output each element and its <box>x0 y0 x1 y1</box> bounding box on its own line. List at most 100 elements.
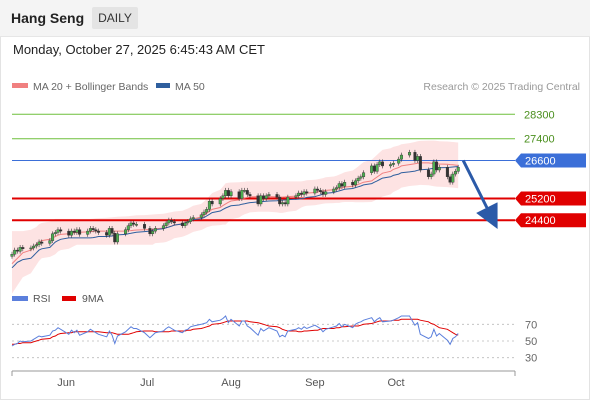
candle-body <box>151 230 155 235</box>
candle-body <box>97 230 101 233</box>
candle-body <box>191 217 195 220</box>
candle-body <box>183 222 187 226</box>
candle-body <box>372 165 376 172</box>
candle-body <box>435 161 439 171</box>
instrument-title: Hang Seng <box>11 10 85 26</box>
candle-body <box>75 229 79 233</box>
candle-body <box>243 190 247 192</box>
candle-body <box>110 228 114 234</box>
candle-body <box>432 161 436 175</box>
candle-body <box>153 228 157 232</box>
candle-body <box>362 172 366 177</box>
candle-body <box>67 230 71 236</box>
candle-body <box>299 192 303 195</box>
x-tick-label: Oct <box>387 377 404 389</box>
candle-body <box>318 190 322 192</box>
candle-body <box>107 228 111 236</box>
ma9-legend-swatch <box>62 296 76 301</box>
candle-body <box>351 182 355 186</box>
candle-body <box>115 233 119 243</box>
candle-body <box>170 220 174 222</box>
candle-body <box>29 247 33 250</box>
bollinger-band-fill <box>12 140 459 294</box>
level-label-26600: 26600 <box>525 155 556 167</box>
candle-body <box>15 249 19 252</box>
candle-body <box>454 171 458 175</box>
candle-body <box>316 188 320 191</box>
candle-body <box>69 230 73 236</box>
candle-body <box>161 225 165 229</box>
candle-body <box>375 164 379 172</box>
ma50-line <box>11 166 459 269</box>
candle-body <box>167 220 171 224</box>
candle-body <box>297 192 301 196</box>
time-axis: Jun Jul Aug Sep Oct <box>11 370 516 389</box>
candle-body <box>418 156 422 171</box>
rsi-tick-label: 30 <box>525 353 537 365</box>
candle-body <box>456 167 460 172</box>
candle-body <box>429 173 433 177</box>
candle-body <box>51 233 55 241</box>
candle-body <box>134 224 138 226</box>
candle-body <box>148 228 152 235</box>
candle-body <box>313 188 317 194</box>
level-label-28300: 28300 <box>524 109 555 121</box>
level-label-26600-tag: 26600 <box>515 153 586 168</box>
candle-body <box>37 241 41 245</box>
candle-body <box>248 194 252 196</box>
timeframe-badge[interactable]: DAILY <box>92 7 138 29</box>
ma20-line <box>11 162 459 265</box>
candle-body <box>199 214 203 218</box>
candle-body <box>389 164 393 167</box>
candle-body <box>337 183 341 188</box>
candle-body <box>205 209 209 213</box>
candle-body <box>78 229 82 235</box>
candle-body <box>451 173 455 183</box>
candle-body <box>245 190 249 195</box>
ma9-legend-label: 9MA <box>82 293 104 305</box>
candle-body <box>164 222 168 226</box>
level-tag-box <box>515 191 586 206</box>
candle-body <box>380 161 384 167</box>
rsi-plot: 70 50 30 <box>11 315 537 365</box>
x-tick-label: Jun <box>57 377 75 389</box>
x-tick-label: Jul <box>140 377 154 389</box>
candle-body <box>343 182 347 187</box>
candle-body <box>448 176 452 183</box>
candle-body <box>229 191 233 196</box>
candle-body <box>129 222 133 226</box>
level-tag-box <box>515 213 586 228</box>
candle-body <box>426 169 430 177</box>
candle-body <box>259 195 263 205</box>
candle-body <box>202 211 206 216</box>
candle-body <box>321 191 325 195</box>
candle-body <box>18 247 22 252</box>
level-label-27400: 27400 <box>524 134 555 146</box>
candle-body <box>302 191 306 195</box>
candle-body <box>40 241 44 244</box>
level-label-25200-tag: 25200 <box>515 191 586 206</box>
candle-body <box>340 183 344 187</box>
candle-body <box>186 221 190 224</box>
rsi-legend-swatch <box>12 296 28 301</box>
candle-body <box>256 195 260 205</box>
ma50-legend-swatch <box>156 83 170 88</box>
candle-body <box>283 202 287 205</box>
candle-body <box>416 156 420 161</box>
header-bar: Hang Seng DAILY <box>0 0 590 37</box>
candle-body <box>324 191 328 195</box>
price-plot: 28300 27400 26600 25200 24400 <box>10 109 586 294</box>
candle-body <box>275 194 279 198</box>
candle-body <box>267 194 271 196</box>
ma50-legend-label: MA 50 <box>175 81 205 93</box>
level-tag-box <box>515 153 586 168</box>
candle-body <box>86 230 90 235</box>
candle-body <box>132 222 136 225</box>
main-legend: MA 20 + Bollinger Bands MA 50 Research ©… <box>12 81 580 93</box>
rsi-tick-label: 50 <box>525 336 537 348</box>
candle-body <box>305 191 309 194</box>
forecast-arrow <box>461 159 498 229</box>
ma20-legend-swatch <box>12 83 28 88</box>
ma20-legend-label: MA 20 + Bollinger Bands <box>33 81 148 93</box>
candle-body <box>188 218 192 222</box>
